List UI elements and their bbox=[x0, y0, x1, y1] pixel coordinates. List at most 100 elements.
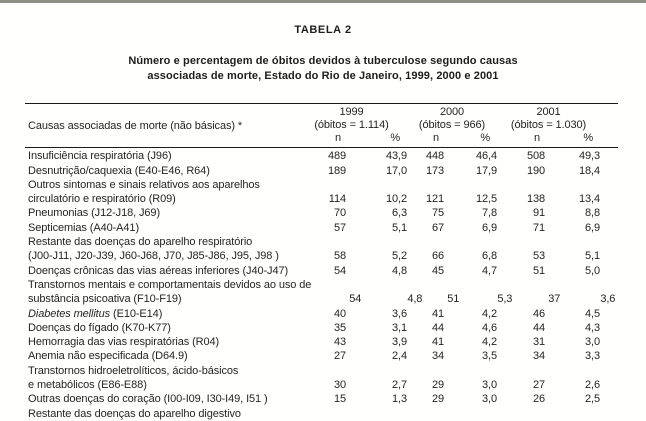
n-value: 448 bbox=[425, 150, 444, 163]
row-label: Restante das doenças do aparelho digesti… bbox=[28, 407, 241, 420]
pct-value: 2,4 bbox=[392, 350, 407, 363]
table-row: Doenças crônicas das vias aéreas inferio… bbox=[25, 264, 618, 278]
row-label: Doenças crônicas das vias aéreas inferio… bbox=[28, 264, 289, 277]
caption-line-2: associadas de morte, Estado do Rio de Ja… bbox=[147, 70, 499, 82]
obitos-2000-header: (óbitos = 966) bbox=[418, 119, 486, 132]
row-label: Transtornos hidroeletrolíticos, ácido-bá… bbox=[28, 364, 239, 392]
pct-value: 49,3 bbox=[578, 150, 600, 163]
obitos-header-row: (óbitos = 1.114) (óbitos = 966) (óbitos … bbox=[25, 119, 618, 132]
year-2001-header: 2001 bbox=[536, 106, 561, 118]
n-value: 138 bbox=[526, 193, 545, 206]
n-value: 75 bbox=[431, 207, 444, 220]
n-value: 67 bbox=[431, 221, 444, 234]
n-value: 29 bbox=[431, 393, 444, 406]
table-row: Insuficiência respiratória (J96) 489 43,9 4… bbox=[25, 149, 618, 163]
table-number-heading: TABELA 2 bbox=[294, 24, 352, 36]
n-value: 53 bbox=[532, 250, 545, 263]
n-value: 35 bbox=[333, 321, 346, 334]
pct-value: 1,3 bbox=[392, 393, 407, 406]
year-2000-header: 2000 bbox=[439, 106, 465, 118]
pct-value: 6,9 bbox=[585, 221, 600, 234]
table-row: Septicemias (A40-A41) 57 5,1 67 6,9 71 6,9 bbox=[25, 221, 618, 235]
row-label: Diabetes mellitus (E10-E14) bbox=[28, 307, 163, 320]
year-1999-header: 1999 bbox=[339, 106, 364, 118]
italic-term: Diabetes mellitus bbox=[28, 307, 111, 320]
n-value: 26 bbox=[532, 393, 545, 406]
pct-value: 17,9 bbox=[475, 164, 497, 177]
pct-header-1999: % bbox=[390, 132, 400, 145]
n-value: 27 bbox=[532, 379, 545, 392]
n-value: 121 bbox=[425, 193, 444, 206]
row-label: Doenças do fígado (K70-K77) bbox=[28, 321, 171, 334]
n-value: 34 bbox=[532, 350, 545, 363]
n-value: 66 bbox=[431, 250, 444, 263]
n-value: 489 bbox=[327, 150, 346, 163]
row-label: Desnutrição/caquexia (E40-E46, R64) bbox=[28, 164, 210, 177]
n-value: 15 bbox=[333, 393, 346, 406]
row-label: Insuficiência respiratória (J96) bbox=[28, 150, 172, 163]
n-value: 190 bbox=[526, 164, 545, 177]
row-label: Hemorragia das vias respiratórias (R04) bbox=[28, 336, 220, 349]
table-row: Anemia não especificada (D64.9) 27 2,4 34 3,… bbox=[25, 349, 618, 363]
pct-value: 6,8 bbox=[482, 250, 497, 263]
n-value: 41 bbox=[431, 336, 444, 349]
n-pct-header-row: n % n % n % bbox=[25, 132, 618, 145]
data-table: Causas associadas de morte (não básicas)… bbox=[25, 103, 618, 421]
pct-value: 5,1 bbox=[585, 250, 600, 263]
n-value: 37 bbox=[548, 293, 561, 306]
n-value: 51 bbox=[532, 264, 545, 277]
pct-value: 2,6 bbox=[585, 379, 600, 392]
n-value: 54 bbox=[349, 293, 362, 306]
obitos-1999-header: (óbitos = 1.114) bbox=[314, 119, 389, 132]
pct-value: 2,7 bbox=[392, 379, 407, 392]
n-value: 31 bbox=[532, 336, 545, 349]
n-value: 44 bbox=[532, 321, 545, 334]
row-label: Anemia não especificada (D64.9) bbox=[28, 350, 188, 363]
year-header-row: 1999 2000 2001 bbox=[25, 106, 618, 119]
n-value: 34 bbox=[431, 350, 444, 363]
n-value: 71 bbox=[532, 221, 545, 234]
table-header: Causas associadas de morte (não básicas)… bbox=[25, 103, 618, 149]
pct-value: 3,0 bbox=[585, 336, 600, 349]
stub-header: Causas associadas de morte (não básicas)… bbox=[28, 119, 243, 132]
pct-value: 3,1 bbox=[392, 321, 407, 334]
pct-header-2000: % bbox=[480, 132, 490, 145]
table-row: Doenças do fígado (K70-K77) 35 3,1 44 4,6 44 4… bbox=[25, 321, 618, 335]
row-label: Outras doenças do coração (I00-I09, I30-… bbox=[28, 393, 268, 406]
pct-value: 43,9 bbox=[385, 150, 407, 163]
n-value: 54 bbox=[333, 264, 346, 277]
pct-value: 3,9 bbox=[392, 336, 407, 349]
caption-line-1: Número e percentagem de óbitos devidos à… bbox=[128, 55, 518, 67]
pct-value: 3,0 bbox=[482, 379, 497, 392]
n-value: 41 bbox=[431, 307, 444, 320]
pct-value: 5,1 bbox=[392, 221, 407, 234]
n-value: 508 bbox=[526, 150, 545, 163]
pct-value: 3,5 bbox=[482, 350, 497, 363]
row-label: Outros sintomas e sinais relativos aos a… bbox=[28, 178, 260, 206]
n-value: 44 bbox=[431, 321, 444, 334]
table-row: Hemorragia das vias respiratórias (R04) 4… bbox=[25, 335, 618, 349]
table-caption: Número e percentagem de óbitos devidos à… bbox=[0, 54, 646, 84]
n-value: 46 bbox=[532, 307, 545, 320]
pct-value: 4,2 bbox=[482, 307, 497, 320]
pct-value: 10,2 bbox=[385, 193, 407, 206]
n-value: 40 bbox=[333, 307, 346, 320]
pct-value: 17,0 bbox=[385, 164, 407, 177]
pct-value: 4,7 bbox=[482, 264, 497, 277]
pct-value: 3,0 bbox=[482, 393, 497, 406]
n-value: 29 bbox=[431, 379, 444, 392]
n-value: 91 bbox=[532, 207, 545, 220]
row-label: Restante das doenças do aparelho respira… bbox=[28, 236, 279, 263]
table-row: Desnutrição/caquexia (E40-E46, R64) 189 17… bbox=[25, 164, 618, 178]
pct-value: 13,4 bbox=[578, 193, 600, 206]
row-label: Transtornos mentais e comportamentais de… bbox=[28, 278, 312, 306]
pct-value: 3,6 bbox=[600, 293, 616, 306]
pct-value: 6,3 bbox=[392, 207, 407, 220]
pct-value: 4,3 bbox=[585, 321, 600, 334]
pct-value: 8,8 bbox=[585, 207, 600, 220]
n-header-2001: n bbox=[533, 132, 540, 145]
pct-value: 18,4 bbox=[578, 164, 600, 177]
table-row: Restante das doenças do aparelho digesti… bbox=[25, 407, 618, 421]
pct-value: 6,9 bbox=[482, 221, 497, 234]
n-value: 173 bbox=[425, 164, 444, 177]
